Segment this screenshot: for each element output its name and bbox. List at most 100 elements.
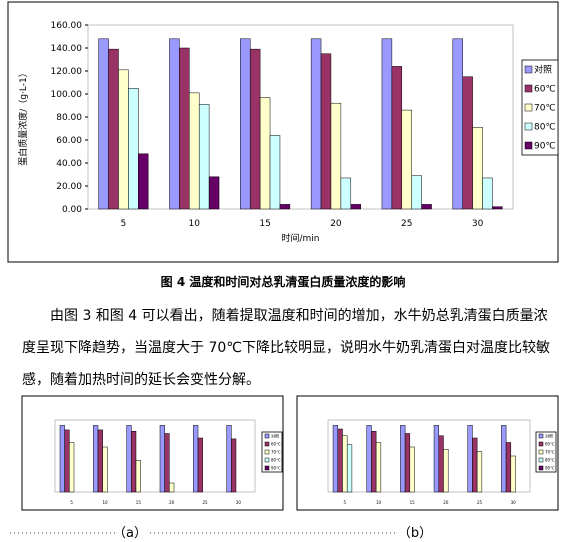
- legend-swatch: [524, 141, 533, 150]
- legend-label: 70℃: [271, 449, 281, 454]
- bar: [409, 446, 415, 493]
- bar: [226, 425, 232, 493]
- x-tick-label: 25: [401, 219, 412, 229]
- bar: [310, 38, 322, 210]
- legend-swatch: [538, 449, 544, 455]
- plot-area: [54, 419, 256, 493]
- bar: [197, 437, 203, 493]
- legend-swatch: [524, 103, 533, 112]
- x-tick-label: 30: [236, 500, 242, 505]
- bar: [421, 204, 432, 210]
- y-tick-label: 80.00: [56, 113, 82, 123]
- y-tick-label: 120.00: [51, 67, 83, 77]
- bar: [259, 97, 271, 210]
- x-tick-label: 10: [102, 500, 108, 505]
- bar: [505, 442, 512, 493]
- bar: [279, 204, 291, 210]
- bar: [189, 92, 200, 210]
- legend-swatch: [264, 433, 270, 439]
- plot-area: [87, 24, 514, 210]
- bar: [179, 47, 190, 210]
- bar: [411, 175, 422, 210]
- bar: [69, 442, 75, 493]
- legend-label: 70℃: [534, 104, 556, 114]
- bar: [198, 104, 210, 210]
- legend-swatch: [538, 433, 544, 439]
- bar: [126, 425, 132, 493]
- bar: [269, 135, 281, 210]
- bar: [452, 38, 463, 210]
- bar: [391, 66, 403, 210]
- bar: [467, 425, 473, 493]
- bar: [249, 48, 261, 210]
- x-tick-label: 5: [344, 500, 347, 505]
- bar: [131, 431, 137, 493]
- bar: [97, 429, 103, 493]
- plot-area: [327, 419, 531, 493]
- bar: [128, 88, 139, 210]
- bar: [320, 53, 332, 210]
- paragraph: 由图 3 和图 4 可以看出，随着提取温度和时间的增加，水牛奶总乳清蛋白质量浓度…: [22, 308, 550, 388]
- bar: [371, 431, 377, 493]
- bar: [208, 176, 220, 210]
- bar: [64, 429, 70, 493]
- legend-swatch: [524, 84, 533, 93]
- x-tick-label: 25: [202, 500, 208, 505]
- legend-label: 80℃: [534, 123, 556, 133]
- x-tick-label: 15: [136, 500, 142, 505]
- legend-label: 对照: [545, 432, 553, 438]
- bar: [482, 177, 493, 210]
- bar: [337, 428, 343, 493]
- bar: [404, 433, 411, 493]
- bar: [98, 38, 109, 210]
- legend-label: 60℃: [534, 85, 556, 95]
- y-tick-label: 0.00: [62, 205, 82, 215]
- bar: [164, 433, 170, 493]
- bar: [240, 38, 251, 210]
- legend-swatch: [538, 441, 544, 447]
- x-tick-label: 30: [472, 219, 484, 229]
- legend-label: 90℃: [545, 465, 555, 470]
- sub-label: （a）: [113, 526, 147, 541]
- legend-swatch: [264, 465, 270, 471]
- x-tick-label: 15: [410, 500, 416, 505]
- bar: [346, 444, 353, 493]
- legend-swatch: [524, 65, 533, 74]
- figure-caption: 图 4 温度和时间对总乳清蛋白质量浓度的影响: [161, 274, 406, 289]
- legend-label: 80℃: [545, 457, 555, 462]
- bar: [375, 442, 382, 493]
- y-tick-label: 160.00: [51, 21, 83, 31]
- bar: [476, 451, 483, 493]
- bar: [472, 437, 478, 493]
- bar: [381, 38, 393, 210]
- bar: [169, 482, 175, 493]
- bar: [350, 204, 361, 210]
- legend-label: 对照: [534, 64, 552, 76]
- bar: [340, 177, 352, 210]
- bar: [231, 438, 237, 493]
- legend-label: 90℃: [534, 142, 556, 152]
- bar: [159, 425, 165, 493]
- bar: [102, 446, 108, 493]
- bar: [366, 425, 372, 493]
- bar: [492, 206, 503, 210]
- legend-label: 70℃: [545, 449, 555, 454]
- bar: [93, 425, 99, 493]
- bar: [59, 425, 65, 493]
- bar: [193, 425, 199, 493]
- x-tick-label: 30: [511, 500, 517, 505]
- bar: [443, 449, 449, 493]
- legend-label: 60℃: [545, 441, 555, 446]
- bar: [118, 69, 129, 210]
- x-axis-label: 时间/min: [281, 232, 319, 244]
- x-tick-label: 20: [169, 500, 175, 505]
- legend-swatch: [524, 122, 533, 131]
- bar: [138, 153, 149, 210]
- legend-label: 60℃: [271, 441, 281, 446]
- x-tick-label: 20: [330, 219, 342, 229]
- bar: [433, 425, 440, 493]
- bar: [330, 102, 342, 210]
- bar: [501, 425, 507, 493]
- legend-swatch: [264, 441, 270, 447]
